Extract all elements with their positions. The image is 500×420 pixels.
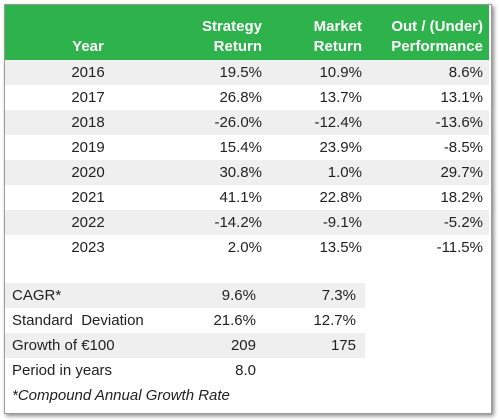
- value-cell: -8.5%: [443, 139, 483, 156]
- value-cell: 7.3%: [321, 287, 356, 304]
- header-line: Return: [313, 38, 362, 55]
- value-cell: -9.1%: [322, 214, 362, 231]
- label-cell: Growth of €100: [12, 337, 115, 354]
- value-cell: 175: [330, 337, 356, 354]
- row-shading: [5, 283, 365, 308]
- value-cell: -5.2%: [443, 214, 483, 231]
- value-cell: 18.2%: [440, 189, 483, 206]
- column-header: Out / (Under) Performance: [362, 5, 483, 60]
- row-shading: [5, 333, 365, 358]
- row-shading: [5, 60, 489, 85]
- header-line: Return: [213, 38, 262, 55]
- value-cell: 9.6%: [221, 287, 256, 304]
- value-cell: -11.5%: [436, 239, 483, 256]
- header-line: Market: [313, 18, 362, 35]
- value-cell: 10.9%: [319, 64, 362, 81]
- value-cell: 15.4%: [219, 139, 262, 156]
- value-cell: 19.5%: [219, 64, 262, 81]
- value-cell: 41.1%: [219, 189, 262, 206]
- label-cell: Standard Deviation: [12, 312, 144, 329]
- row-shading: [5, 160, 489, 185]
- year-cell: 2016: [71, 64, 105, 81]
- value-cell: 12.7%: [313, 312, 356, 329]
- value-cell: 8.6%: [448, 64, 483, 81]
- value-cell: 1.0%: [327, 164, 362, 181]
- value-cell: 29.7%: [440, 164, 483, 181]
- value-cell: 26.8%: [219, 89, 262, 106]
- table-header: Year Strategy Return Market Return Out / (Und…: [5, 5, 489, 60]
- value-cell: 21.6%: [213, 312, 256, 329]
- year-cell: 2023: [71, 239, 105, 256]
- year-cell: 2021: [71, 189, 105, 206]
- header-line: Performance: [391, 38, 483, 55]
- row-shading: [5, 210, 489, 235]
- column-header: Strategy Return: [168, 5, 262, 60]
- value-cell: -26.0%: [214, 114, 262, 131]
- year-cell: 2018: [71, 114, 105, 131]
- value-cell: 8.0: [235, 362, 256, 379]
- year-cell: 2020: [71, 164, 105, 181]
- value-cell: 13.7%: [319, 89, 362, 106]
- value-cell: -14.2%: [214, 214, 262, 231]
- header-line: Year: [72, 38, 104, 55]
- value-cell: 209: [230, 337, 256, 354]
- column-header: Year: [8, 5, 168, 60]
- value-cell: 23.9%: [319, 139, 362, 156]
- value-cell: -12.4%: [314, 114, 362, 131]
- label-cell: CAGR*: [12, 287, 62, 304]
- value-cell: 13.1%: [440, 89, 483, 106]
- row-shading: [5, 110, 489, 135]
- value-cell: 13.5%: [319, 239, 362, 256]
- value-cell: 30.8%: [219, 164, 262, 181]
- footnote: *Compound Annual Growth Rate: [12, 387, 230, 404]
- label-cell: Period in years: [12, 362, 113, 379]
- value-cell: 22.8%: [319, 189, 362, 206]
- header-line: Strategy: [201, 18, 262, 35]
- value-cell: 2.0%: [227, 239, 262, 256]
- value-cell: -13.6%: [435, 114, 483, 131]
- year-cell: 2019: [71, 139, 105, 156]
- year-cell: 2022: [71, 214, 105, 231]
- year-cell: 2017: [71, 89, 105, 106]
- column-header: Market Return: [262, 5, 362, 60]
- header-line: Out / (Under): [391, 18, 483, 35]
